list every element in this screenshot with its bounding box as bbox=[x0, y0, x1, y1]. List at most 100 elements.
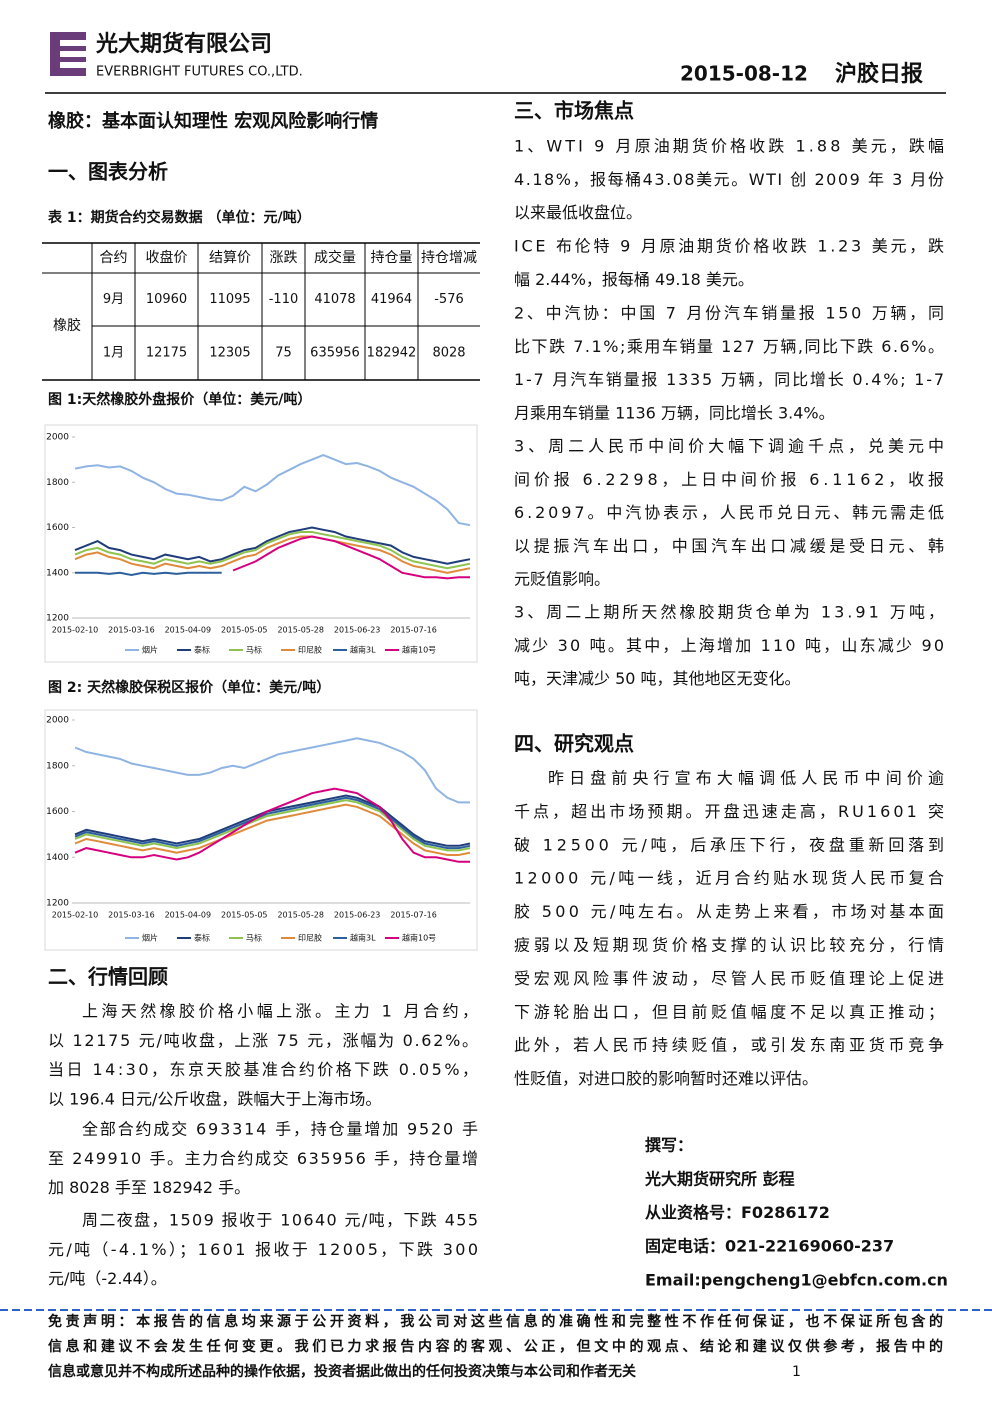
series-line bbox=[74, 799, 471, 852]
y-tick-label: 1800 bbox=[46, 478, 69, 488]
paragraph-line: 下游轮胎出口，但目前贬值幅度不足以真正推动； bbox=[514, 1002, 944, 1021]
logo-stripe bbox=[60, 62, 86, 68]
legend-label: 印尼胶 bbox=[298, 645, 322, 655]
legend-label: 印尼胶 bbox=[298, 933, 322, 943]
series-line bbox=[74, 794, 471, 847]
legend-label: 烟片 bbox=[142, 933, 158, 943]
paragraph-line: 疲弱以及短期现货价格支撑的认识比较充分，行情 bbox=[514, 936, 944, 955]
paragraph-line: 以来最低收盘位。 bbox=[514, 203, 642, 222]
chart-title: 图 2: 天然橡胶保税区报价（单位：美元/吨） bbox=[48, 679, 330, 696]
series-line bbox=[74, 531, 471, 570]
paragraph-line: 加 8028 手至 182942 手。 bbox=[48, 1178, 250, 1197]
report-title: 橡胶：基本面认知理性 宏观风险影响行情 bbox=[48, 110, 378, 132]
author-line: 光大期货研究所 彭程 bbox=[644, 1170, 795, 1189]
x-tick-label: 2015-07-16 bbox=[390, 626, 437, 635]
x-tick-label: 2015-03-16 bbox=[108, 626, 155, 635]
y-tick-label: 1600 bbox=[46, 807, 69, 817]
paragraph-line: 至 249910 手。主力合约成交 635956 手，持仓量增 bbox=[48, 1149, 478, 1168]
series-line bbox=[74, 787, 470, 863]
series-line bbox=[74, 454, 471, 527]
paragraph-line: 吨，天津减少 50 吨，其他地区无变化。 bbox=[514, 669, 801, 688]
y-tick-label: 1400 bbox=[46, 853, 69, 863]
table-header-cell: 涨跌 bbox=[270, 250, 298, 266]
y-tick-label: 1400 bbox=[46, 568, 69, 578]
y-tick-label: 1800 bbox=[46, 761, 69, 771]
series-line bbox=[74, 526, 471, 565]
chart-title: 图 1:天然橡胶外盘报价（单位：美元/吨） bbox=[48, 391, 311, 408]
page-number: 1 bbox=[792, 1364, 801, 1380]
logo-stripe bbox=[60, 51, 86, 57]
table-header-cell: 结算价 bbox=[209, 250, 251, 266]
paragraph-line: 6.2097。中汽协表示，人民币兑日元、韩元需走低 bbox=[514, 503, 944, 522]
paragraph-line: 以提振汽车出口，中国汽车出口减缓是受日元、韩 bbox=[514, 536, 944, 555]
paragraph-line: 月乘用车销量 1136 万辆，同比增长 3.4%。 bbox=[514, 403, 835, 422]
paragraph-line: 上海天然橡胶价格小幅上涨。主力 1 月合约， bbox=[82, 1002, 478, 1021]
paragraph-line: 元贬值影响。 bbox=[514, 570, 610, 589]
x-tick-label: 2015-07-16 bbox=[390, 911, 437, 920]
author-line: 从业资格号：F0286172 bbox=[645, 1203, 830, 1222]
report-name: 沪胶日报 bbox=[835, 61, 923, 87]
x-tick-label: 2015-02-10 bbox=[52, 911, 99, 920]
table-caption: 表 1：期货合约交易数据 （单位：元/吨） bbox=[47, 209, 311, 226]
series-line bbox=[74, 535, 471, 574]
paragraph-line: 12000 元/吨一线，近月合约贴水现货人民币复合 bbox=[514, 869, 944, 888]
table-cell: 11095 bbox=[209, 292, 250, 307]
legend-label: 泰标 bbox=[194, 645, 210, 655]
paragraph-line: 受宏观风险事件波动，尽管人民币贬值理论上促进 bbox=[514, 969, 944, 988]
disclaimer-line: 免责声明：本报告的信息均来源于公开资料，我公司对这些信息的准确性和完整性不作任何… bbox=[48, 1313, 943, 1330]
paragraph-line: 此外，若人民币持续贬值，或引发东南亚货币竞争 bbox=[514, 1036, 944, 1055]
y-tick-label: 1200 bbox=[46, 614, 69, 624]
legend-label: 泰标 bbox=[194, 933, 210, 943]
paragraph-line: 破 12500 元/吨，后承压下行，夜盘重新回落到 bbox=[514, 835, 944, 854]
paragraph-line: 幅 2.44%，报每桶 49.18 美元。 bbox=[514, 270, 754, 289]
x-tick-label: 2015-06-23 bbox=[334, 911, 381, 920]
table-row-label: 橡胶 bbox=[53, 317, 81, 334]
series-line bbox=[75, 571, 222, 577]
x-tick-label: 2015-05-05 bbox=[221, 911, 268, 920]
paragraph-line: 比下跌 7.1%;乘用车销量 127 万辆,同比下跌 6.6%。 bbox=[514, 337, 944, 356]
paragraph-line: 元/吨（-2.44）。 bbox=[48, 1269, 167, 1288]
table-cell: 41964 bbox=[371, 292, 412, 307]
author-label: 撰写： bbox=[645, 1136, 693, 1155]
logo bbox=[50, 32, 86, 76]
company-english: EVERBRIGHT FUTURES CO.,LTD. bbox=[96, 65, 303, 80]
table-cell: -576 bbox=[434, 292, 464, 307]
chart-frame bbox=[44, 709, 478, 951]
logo-stripe bbox=[60, 40, 86, 46]
legend-label: 烟片 bbox=[142, 645, 158, 655]
x-tick-label: 2015-05-28 bbox=[277, 911, 324, 920]
section-heading: 一、图表分析 bbox=[48, 160, 168, 184]
table-cell: 75 bbox=[275, 346, 292, 361]
paragraph-line: 当日 14:30，东京天胶基准合约价格下跌 0.05%， bbox=[48, 1060, 478, 1079]
series-line bbox=[74, 796, 471, 850]
paragraph-line: 全部合约成交 693314 手，持仓量增加 9520 手 bbox=[82, 1120, 478, 1139]
company-name: 光大期货有限公司 bbox=[95, 31, 272, 57]
y-tick-label: 2000 bbox=[46, 433, 69, 443]
legend-label: 越南10号 bbox=[402, 933, 436, 943]
x-tick-label: 2015-06-23 bbox=[334, 626, 381, 635]
disclaimer-line: 信息和建议不会发生任何变更。我们已力求报告内容的客观、公正，但文中的观点、结论和… bbox=[48, 1338, 943, 1355]
table-header-cell: 收盘价 bbox=[146, 249, 188, 266]
paragraph-line: 元/吨（-4.1%）；1601 报收于 12005，下跌 300 bbox=[48, 1240, 478, 1259]
paragraph-line: 2、中汽协：中国 7 月份汽车销量报 150 万辆，同 bbox=[514, 304, 944, 323]
y-tick-label: 1200 bbox=[46, 899, 69, 909]
author-line: 固定电话：021-22169060-237 bbox=[645, 1237, 894, 1256]
y-tick-label: 2000 bbox=[46, 716, 69, 726]
paragraph-line: 1-7 月汽车销量报 1335 万辆，同比增长 0.4%; 1-7 bbox=[514, 370, 944, 389]
paragraph-line: 以 196.4 日元/公斤收盘，跌幅大于上海市场。 bbox=[48, 1089, 381, 1108]
section-heading: 四、研究观点 bbox=[514, 732, 634, 756]
paragraph-line: 千点，超出市场预期。开盘迅速走高，RU1601 突 bbox=[514, 802, 944, 821]
paragraph-line: 性贬值，对进口胶的影响暂时还难以评估。 bbox=[514, 1069, 818, 1088]
table-cell: 635956 bbox=[310, 346, 360, 361]
series-line bbox=[74, 803, 471, 856]
paragraph-line: 减少 30 吨。其中，上海增加 110 吨，山东减少 90 bbox=[514, 636, 944, 655]
table-cell: 12175 bbox=[146, 346, 187, 361]
section-heading: 二、行情回顾 bbox=[48, 965, 168, 989]
table-cell: -110 bbox=[269, 292, 299, 307]
table-cell: 9月 bbox=[103, 292, 124, 307]
paragraph-line: 间价报 6.2298，上日中间价报 6.1162，收报 bbox=[514, 470, 944, 489]
paragraph-line: ICE 布伦特 9 月原油期货价格收跌 1.23 美元，跌 bbox=[514, 237, 944, 256]
table-header-cell: 合约 bbox=[100, 250, 128, 266]
table-cell: 1月 bbox=[103, 346, 124, 361]
